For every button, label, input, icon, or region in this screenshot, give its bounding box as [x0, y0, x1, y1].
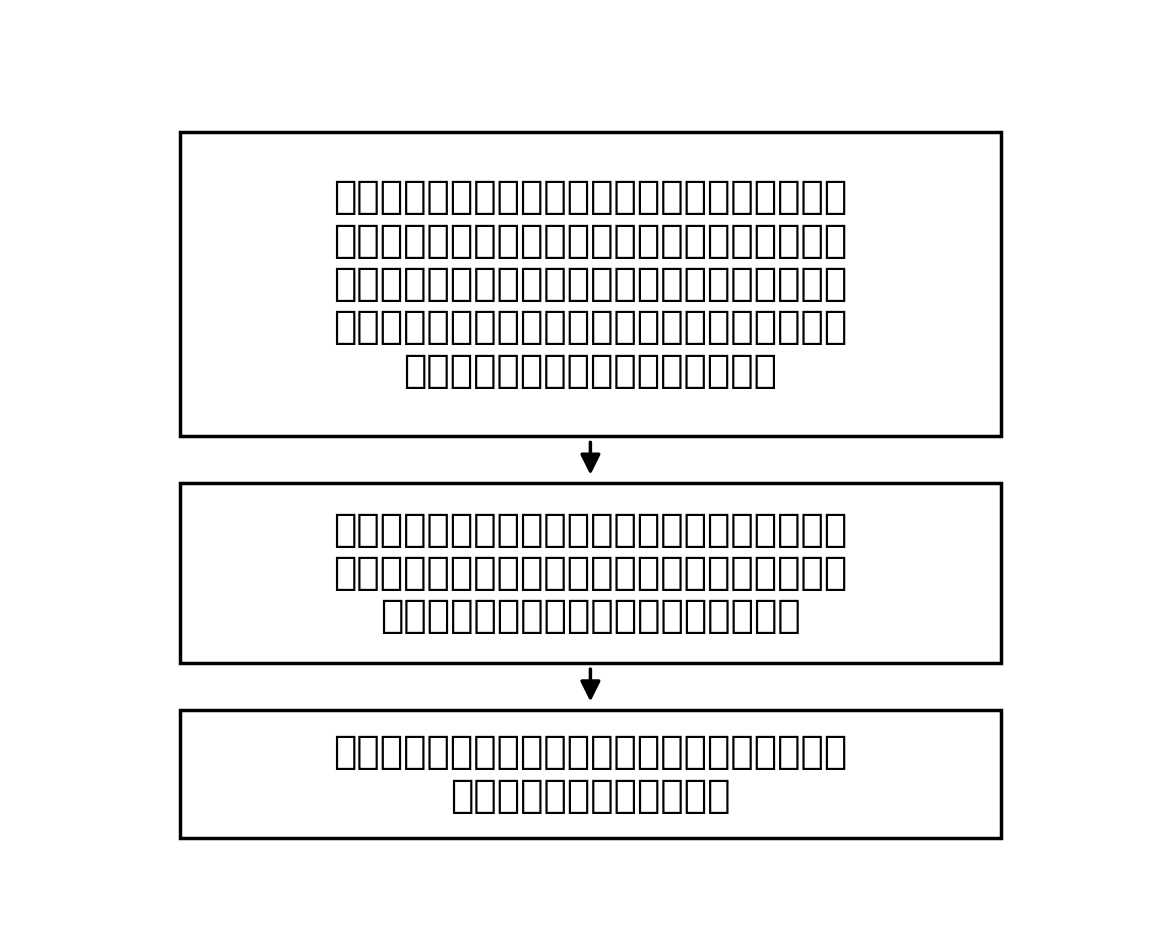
Text: 形成隔离材料层于所述隔离槽中，所述隔离材料层: 形成隔离材料层于所述隔离槽中，所述隔离材料层	[333, 733, 848, 771]
Bar	[180, 132, 1001, 436]
Text: 以将所述叠层结构分隔为多个柱状结构；: 以将所述叠层结构分隔为多个柱状结构；	[380, 598, 801, 636]
Text: 叠层结构顶面开口，并往下延伸至所述衬底表面，: 叠层结构顶面开口，并往下延伸至所述衬底表面，	[333, 554, 848, 592]
Text: 渡材料层、阈值选通管材料层、第二过渡材料层、: 渡材料层、阈值选通管材料层、第二过渡材料层、	[333, 265, 848, 303]
Text: 层结构自下而上依次包括第一电极材料层、第一过: 层结构自下而上依次包括第一电极材料层、第一过	[333, 221, 848, 259]
Bar	[180, 484, 1001, 663]
Text: 第二电极材料层、第三过渡材料层、相变材料层、: 第二电极材料层、第三过渡材料层、相变材料层、	[333, 309, 848, 347]
Bar	[180, 711, 1001, 838]
Text: 形成隔离槽于所述叠层结构中，所述隔离槽自所述: 形成隔离槽于所述叠层结构中，所述隔离槽自所述	[333, 510, 848, 548]
Text: 提供一衬底，形成叠层结构于所述衬底上，所述叠: 提供一衬底，形成叠层结构于所述衬底上，所述叠	[333, 179, 848, 217]
Text: 第四过渡材料层及第三电极材料层；: 第四过渡材料层及第三电极材料层；	[403, 352, 778, 390]
Text: 包围所述柱状结构的侧面。: 包围所述柱状结构的侧面。	[450, 777, 730, 815]
